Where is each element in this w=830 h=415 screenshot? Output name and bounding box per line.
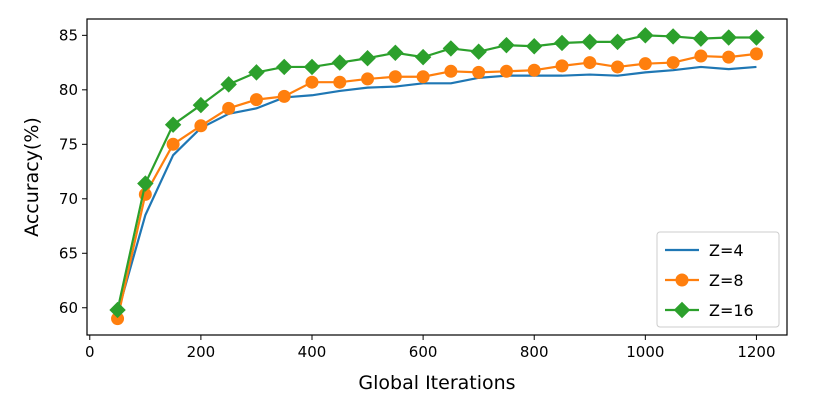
legend-item: Z=16 xyxy=(665,301,754,320)
series-2 xyxy=(111,47,763,326)
data-point xyxy=(472,65,486,79)
series-3 xyxy=(109,27,765,319)
data-point xyxy=(416,70,430,84)
data-point xyxy=(303,58,321,76)
y-tick-label: 65 xyxy=(59,244,78,262)
x-axis-ticks: 0 200 400 600 800 1000 1200 xyxy=(85,335,776,361)
data-point xyxy=(527,63,541,77)
data-point xyxy=(414,48,432,66)
data-point xyxy=(611,60,625,74)
data-point xyxy=(638,57,652,71)
data-point xyxy=(444,64,458,78)
legend-box xyxy=(656,231,780,328)
data-point xyxy=(609,33,626,51)
data-point xyxy=(387,44,404,61)
data-point xyxy=(553,34,571,52)
data-point xyxy=(583,56,597,70)
data-point xyxy=(499,64,513,78)
legend-item: Z=4 xyxy=(665,241,744,260)
data-point xyxy=(166,137,180,151)
series-1 xyxy=(116,65,757,314)
data-point xyxy=(359,50,376,67)
y-axis-label: Accuracy(%) xyxy=(21,117,43,237)
data-point xyxy=(192,96,210,114)
series-line xyxy=(116,65,757,314)
data-point xyxy=(442,40,460,57)
legend-label: Z=4 xyxy=(709,241,744,260)
data-point xyxy=(276,58,293,76)
legend-marker xyxy=(675,273,689,287)
legend-label: Z=8 xyxy=(709,271,744,290)
y-axis-ticks: 60 65 70 75 80 85 xyxy=(59,26,87,317)
data-point xyxy=(666,56,680,70)
data-point xyxy=(749,47,763,61)
data-point xyxy=(720,29,737,46)
x-tick-label: 1200 xyxy=(737,343,775,361)
data-point xyxy=(220,76,237,93)
y-tick-label: 60 xyxy=(59,299,78,317)
data-point xyxy=(498,36,515,54)
legend-marker xyxy=(673,301,691,319)
data-point xyxy=(526,38,543,55)
data-point xyxy=(331,54,348,71)
data-point xyxy=(277,89,291,103)
data-point xyxy=(692,30,710,47)
data-point xyxy=(109,301,126,319)
data-point xyxy=(137,175,154,192)
plot-frame xyxy=(86,18,788,336)
y-tick-label: 85 xyxy=(59,26,78,44)
data-point xyxy=(470,43,487,60)
data-point xyxy=(748,29,765,46)
data-point xyxy=(222,101,236,115)
legend-label: Z=16 xyxy=(709,301,754,320)
legend-item: Z=8 xyxy=(665,271,744,290)
data-point xyxy=(694,49,708,63)
x-tick-label: 0 xyxy=(85,343,95,361)
data-point xyxy=(333,75,347,89)
x-tick-label: 400 xyxy=(298,343,327,361)
data-point xyxy=(388,70,402,84)
x-tick-label: 800 xyxy=(520,343,549,361)
data-point xyxy=(305,75,319,89)
data-point xyxy=(722,50,736,64)
x-axis-label: Global Iterations xyxy=(358,372,515,394)
data-point xyxy=(361,72,375,86)
data-point xyxy=(164,116,182,133)
data-point xyxy=(581,33,598,51)
x-tick-label: 200 xyxy=(187,343,216,361)
data-point xyxy=(555,59,569,73)
y-tick-label: 75 xyxy=(59,135,78,153)
x-tick-label: 600 xyxy=(409,343,438,361)
data-point xyxy=(637,27,654,44)
plot-marks xyxy=(109,27,765,326)
y-tick-label: 70 xyxy=(59,190,78,208)
data-point xyxy=(249,93,263,107)
data-point xyxy=(664,28,682,45)
data-point xyxy=(194,119,208,133)
y-tick-label: 80 xyxy=(59,81,78,99)
data-point xyxy=(248,64,265,81)
legend: Z=4 Z=8 Z=16 xyxy=(656,231,780,328)
x-tick-label: 1000 xyxy=(626,343,664,361)
